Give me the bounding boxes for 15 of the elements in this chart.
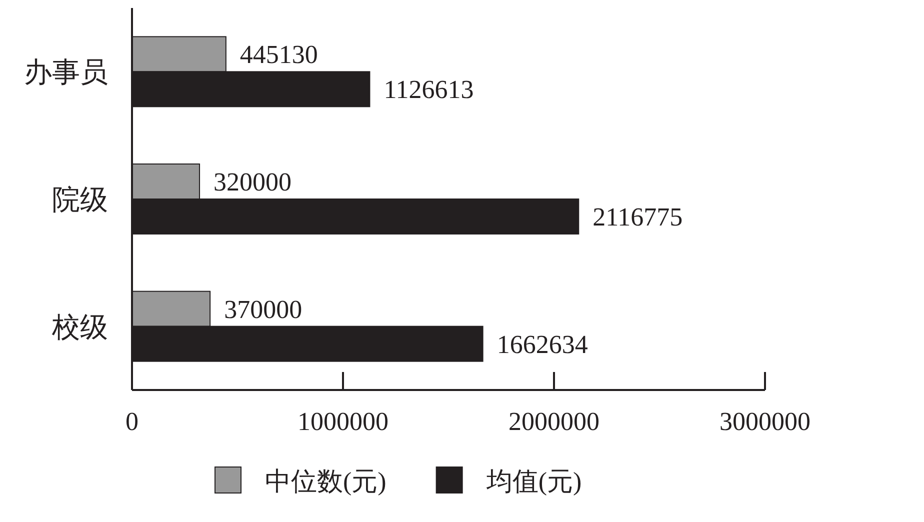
y-tick-label: 办事员 — [24, 58, 108, 89]
x-tick-label: 0 — [126, 407, 138, 436]
legend-label: 中位数(元) — [265, 467, 386, 496]
data-label: 370000 — [224, 294, 302, 324]
data-label: 445130 — [240, 40, 318, 70]
data-label: 1126613 — [384, 75, 474, 104]
y-tick-label: 校级 — [51, 312, 108, 344]
data-label: 320000 — [214, 168, 292, 196]
legend-label: 均值(元) — [485, 467, 582, 496]
data-label: 2116775 — [592, 202, 683, 232]
data-label: 1662634 — [496, 330, 588, 359]
y-tick-label: 院级 — [52, 185, 108, 216]
x-tick-label: 2000000 — [508, 407, 600, 436]
x-tick-label: 3000000 — [720, 407, 810, 436]
x-tick-label: 1000000 — [298, 407, 388, 436]
